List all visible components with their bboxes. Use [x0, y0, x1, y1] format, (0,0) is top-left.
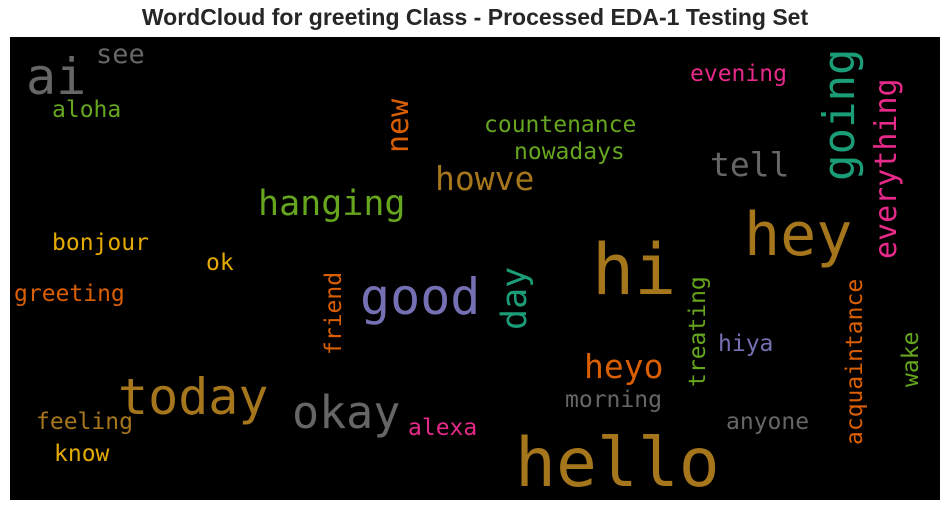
word-okay: okay [292, 386, 401, 439]
word-good: good [360, 268, 481, 326]
word-going: going [814, 48, 865, 181]
word-aloha: aloha [52, 97, 122, 123]
word-hello: hello [515, 424, 720, 500]
word-cloud: ai see aloha countenance nowadays evenin… [10, 37, 940, 500]
chart-title: WordCloud for greeting Class - Processed… [141, 4, 809, 30]
word-countenance: countenance [484, 112, 637, 138]
word-bonjour: bonjour [52, 230, 149, 256]
word-new: new [381, 98, 416, 153]
word-treating: treating [685, 276, 711, 387]
word-feeling: feeling [36, 409, 133, 435]
word-nowadays: nowadays [514, 139, 625, 165]
word-acquaintance: acquaintance [842, 278, 868, 445]
word-everything: everything [869, 78, 904, 259]
word-hi: hi [592, 229, 677, 311]
word-today: today [118, 368, 269, 426]
word-friend: friend [321, 271, 347, 355]
word-hanging: hanging [258, 184, 406, 224]
word-day: day [495, 266, 535, 330]
word-hey: hey [744, 200, 853, 270]
word-know: know [54, 441, 110, 467]
word-hiya: hiya [718, 331, 774, 357]
word-see: see [96, 39, 145, 70]
word-ai: ai [26, 48, 87, 106]
word-greeting: greeting [14, 281, 125, 307]
word-anyone: anyone [726, 409, 810, 435]
word-alexa: alexa [408, 415, 478, 441]
word-heyo: heyo [584, 347, 664, 386]
word-wake: wake [898, 331, 924, 387]
word-morning: morning [565, 387, 662, 413]
word-howve: howve [435, 159, 535, 198]
word-tell: tell [710, 145, 790, 184]
word-ok: ok [206, 250, 234, 276]
word-evening: evening [690, 61, 787, 87]
